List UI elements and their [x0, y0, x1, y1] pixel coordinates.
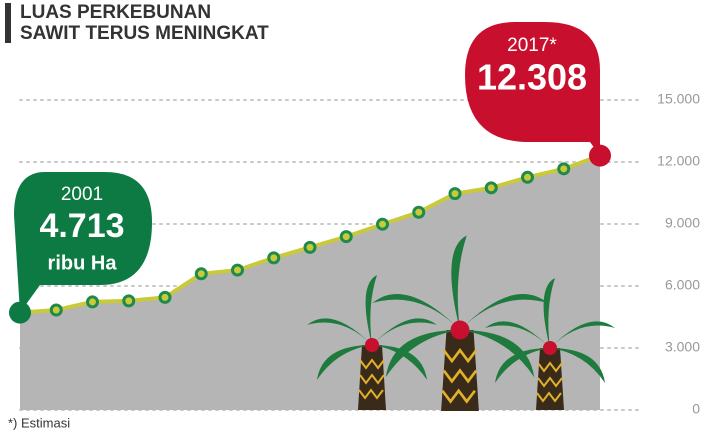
marker [521, 170, 534, 184]
y-tick-label: 0 [692, 401, 700, 417]
marker [448, 187, 462, 201]
callout-unit: ribu Ha [48, 252, 118, 274]
palm-illustration [307, 235, 615, 411]
callout-value: 4.713 [39, 207, 124, 245]
marker [267, 251, 281, 265]
callout-value: 12.308 [477, 57, 587, 98]
callout-year: 2017* [507, 35, 557, 56]
y-tick-label: 12.000 [657, 153, 700, 169]
marker [557, 162, 571, 176]
marker [122, 294, 136, 308]
marker [49, 303, 63, 317]
y-tick-label: 3.000 [665, 339, 700, 355]
marker [303, 240, 317, 254]
callout-year: 2001 [61, 184, 103, 205]
footnote: *) Estimasi [8, 415, 70, 430]
chart-title: LUAS PERKEBUNAN [20, 2, 211, 23]
y-tick-label: 9.000 [665, 215, 700, 231]
chart-title: SAWIT TERUS MENINGKAT [20, 23, 269, 44]
marker [231, 263, 244, 277]
callout-bubble [14, 172, 152, 313]
y-tick-label: 15.000 [657, 91, 700, 107]
marker [412, 205, 426, 219]
callout-bubble [465, 22, 600, 156]
marker [376, 217, 389, 231]
title-bar [5, 3, 11, 43]
marker [194, 267, 208, 281]
marker [86, 295, 99, 309]
marker [158, 290, 172, 304]
y-tick-label: 6.000 [665, 277, 700, 293]
marker [484, 181, 498, 195]
marker [339, 230, 353, 244]
